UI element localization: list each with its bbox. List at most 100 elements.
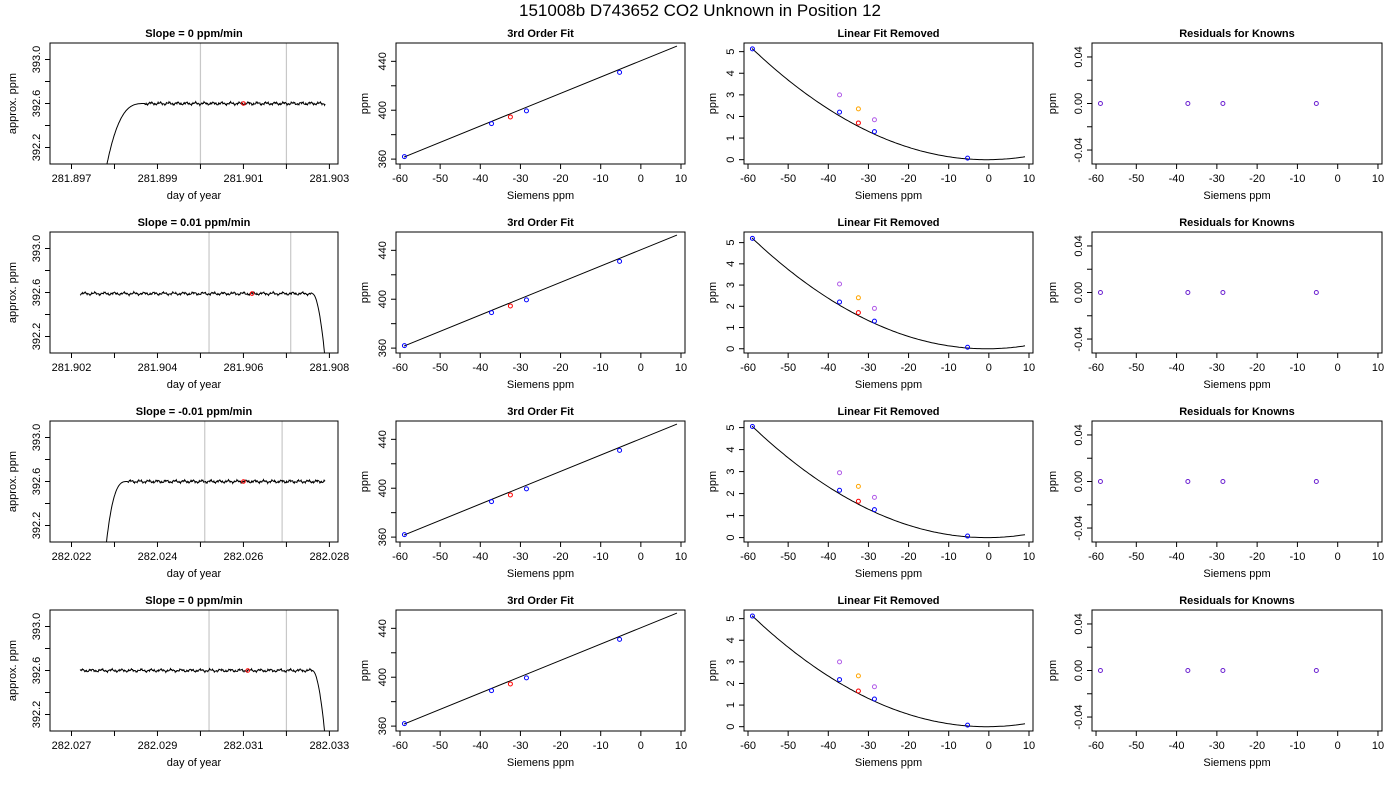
x-tick-label: -40 <box>1169 362 1185 374</box>
chart-panel-r1-c4: Residuals for Knowns -60 -50 -40 -30 -20 -10 0 1… <box>1047 28 1384 202</box>
x-tick-label: -30 <box>1209 362 1225 374</box>
plot-frame <box>1091 420 1383 543</box>
x-tick-label: 10 <box>1023 740 1035 752</box>
y-tick-label: 400 <box>377 479 389 497</box>
panel-title: Slope = 0 ppm/min <box>145 595 243 607</box>
y-tick-label: 400 <box>377 101 389 119</box>
chart-panel-r3-c3: Linear Fit Removed -60 -50 -40 -30 -20 -10 0 10 0… <box>707 406 1035 580</box>
plot-frame <box>395 42 686 165</box>
known-point <box>401 343 407 349</box>
plot-area: 3rd Order Fit -60 -50 -40 -30 -20 -10 0 10 360 400… <box>359 28 687 202</box>
x-tick-label: -50 <box>432 551 448 563</box>
y-tick-label: 0 <box>725 346 737 352</box>
plot-frame <box>743 231 1034 354</box>
known-point <box>489 310 495 316</box>
x-tick-label: -60 <box>740 173 756 185</box>
raw-point <box>837 92 843 98</box>
x-tick-label: -10 <box>1289 362 1305 374</box>
x-tick-label: 10 <box>1023 551 1035 563</box>
x-tick-label: -20 <box>1249 362 1265 374</box>
x-tick-label: -40 <box>472 740 488 752</box>
x-axis-label: Siemens ppm <box>507 568 574 580</box>
x-tick-label: -20 <box>553 362 569 374</box>
y-tick-label: 392.6 <box>31 468 43 496</box>
y-tick-label: -0.04 <box>1073 137 1085 162</box>
x-tick-label: 0 <box>986 740 992 752</box>
unknown-point <box>855 120 861 126</box>
y-tick-label: 400 <box>377 290 389 308</box>
raw-point <box>871 494 877 500</box>
x-tick-label: -40 <box>472 362 488 374</box>
x-axis-label: Siemens ppm <box>855 379 922 391</box>
panel-title: Slope = -0.01 ppm/min <box>136 406 253 418</box>
residual-point <box>1220 668 1226 673</box>
unknown-point <box>855 688 861 694</box>
x-tick-label: -40 <box>820 173 836 185</box>
residual-point <box>1185 479 1191 484</box>
y-axis-label: ppm <box>1047 282 1059 303</box>
unknown-marker <box>241 101 246 106</box>
chart-panel-r2-c3: Linear Fit Removed -60 -50 -40 -30 -20 -10 0 10 0… <box>707 217 1035 391</box>
chart-panel-r1-c3: Linear Fit Removed -60 -50 -40 -30 -20 -10 0 10 0… <box>707 28 1035 202</box>
raw-point <box>837 281 843 287</box>
known-point <box>837 487 843 493</box>
y-tick-label: 2 <box>725 680 737 686</box>
y-axis-label: ppm <box>359 93 371 114</box>
known-point <box>965 344 971 350</box>
x-tick-label: -30 <box>512 173 528 185</box>
x-axis-label: Siemens ppm <box>1203 757 1270 769</box>
x-tick-label: -10 <box>593 551 609 563</box>
unknown-point <box>507 114 513 120</box>
y-tick-label: 393.0 <box>31 46 43 74</box>
known-point <box>617 447 623 453</box>
x-tick-label: -10 <box>593 740 609 752</box>
x-tick-label: 282.028 <box>310 551 350 563</box>
y-axis-label: ppm <box>1047 471 1059 492</box>
x-tick-label: -60 <box>1088 173 1104 185</box>
residual-point <box>1185 668 1191 673</box>
x-tick-label: -40 <box>820 551 836 563</box>
x-tick-label: 281.908 <box>310 362 350 374</box>
known-point <box>965 533 971 539</box>
x-tick-label: -20 <box>901 740 917 752</box>
known-point <box>617 258 623 264</box>
x-tick-label: -30 <box>860 551 876 563</box>
panel-title: Residuals for Knowns <box>1179 595 1295 607</box>
y-tick-label: 360 <box>377 717 389 735</box>
residual-curve <box>751 425 1026 539</box>
y-tick-label: 4 <box>725 447 737 453</box>
x-tick-label: -20 <box>553 551 569 563</box>
known-point <box>837 677 843 683</box>
y-tick-label: 440 <box>377 241 389 259</box>
known-point <box>871 129 877 135</box>
x-tick-label: 0 <box>1335 362 1341 374</box>
x-tick-label: 10 <box>675 362 687 374</box>
y-tick-label: 0.00 <box>1073 471 1085 492</box>
data-layer <box>79 610 326 731</box>
plot-frame <box>1091 231 1383 354</box>
y-tick-label: 440 <box>377 430 389 448</box>
x-tick-label: -40 <box>472 551 488 563</box>
raw-point <box>837 659 843 665</box>
x-tick-label: 0 <box>986 362 992 374</box>
x-tick-label: -60 <box>392 551 408 563</box>
x-tick-label: -60 <box>1088 551 1104 563</box>
x-tick-label: 281.901 <box>224 173 264 185</box>
y-tick-label: 5 <box>725 49 737 55</box>
residual-point <box>1220 479 1226 484</box>
data-layer <box>1097 290 1319 295</box>
x-axis-label: Siemens ppm <box>507 190 574 202</box>
x-tick-label: -10 <box>1289 173 1305 185</box>
y-tick-label: 392.6 <box>31 90 43 118</box>
chart-panel-r2-c2: 3rd Order Fit -60 -50 -40 -30 -20 -10 0 10 360 400… <box>359 217 687 391</box>
data-layer <box>401 423 678 538</box>
x-tick-label: 282.031 <box>224 740 264 752</box>
x-tick-label: 10 <box>675 740 687 752</box>
y-tick-label: 392.2 <box>31 323 43 351</box>
raw-point <box>855 673 861 679</box>
fit-line <box>403 234 678 347</box>
y-tick-label: 0.00 <box>1073 93 1085 114</box>
x-axis-label: Siemens ppm <box>1203 190 1270 202</box>
unknown-marker <box>241 479 246 484</box>
x-tick-label: -50 <box>780 740 796 752</box>
